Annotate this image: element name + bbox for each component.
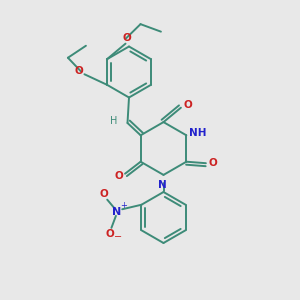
- Text: +: +: [120, 201, 127, 210]
- Text: −: −: [114, 232, 122, 242]
- Text: H: H: [110, 116, 118, 127]
- Text: N: N: [158, 179, 166, 190]
- Text: O: O: [123, 33, 131, 43]
- Text: O: O: [183, 100, 192, 110]
- Text: O: O: [106, 230, 114, 239]
- Text: NH: NH: [189, 128, 206, 138]
- Text: O: O: [114, 171, 123, 181]
- Text: O: O: [208, 158, 217, 168]
- Text: O: O: [100, 189, 109, 199]
- Text: O: O: [75, 66, 83, 76]
- Text: N: N: [112, 207, 122, 217]
